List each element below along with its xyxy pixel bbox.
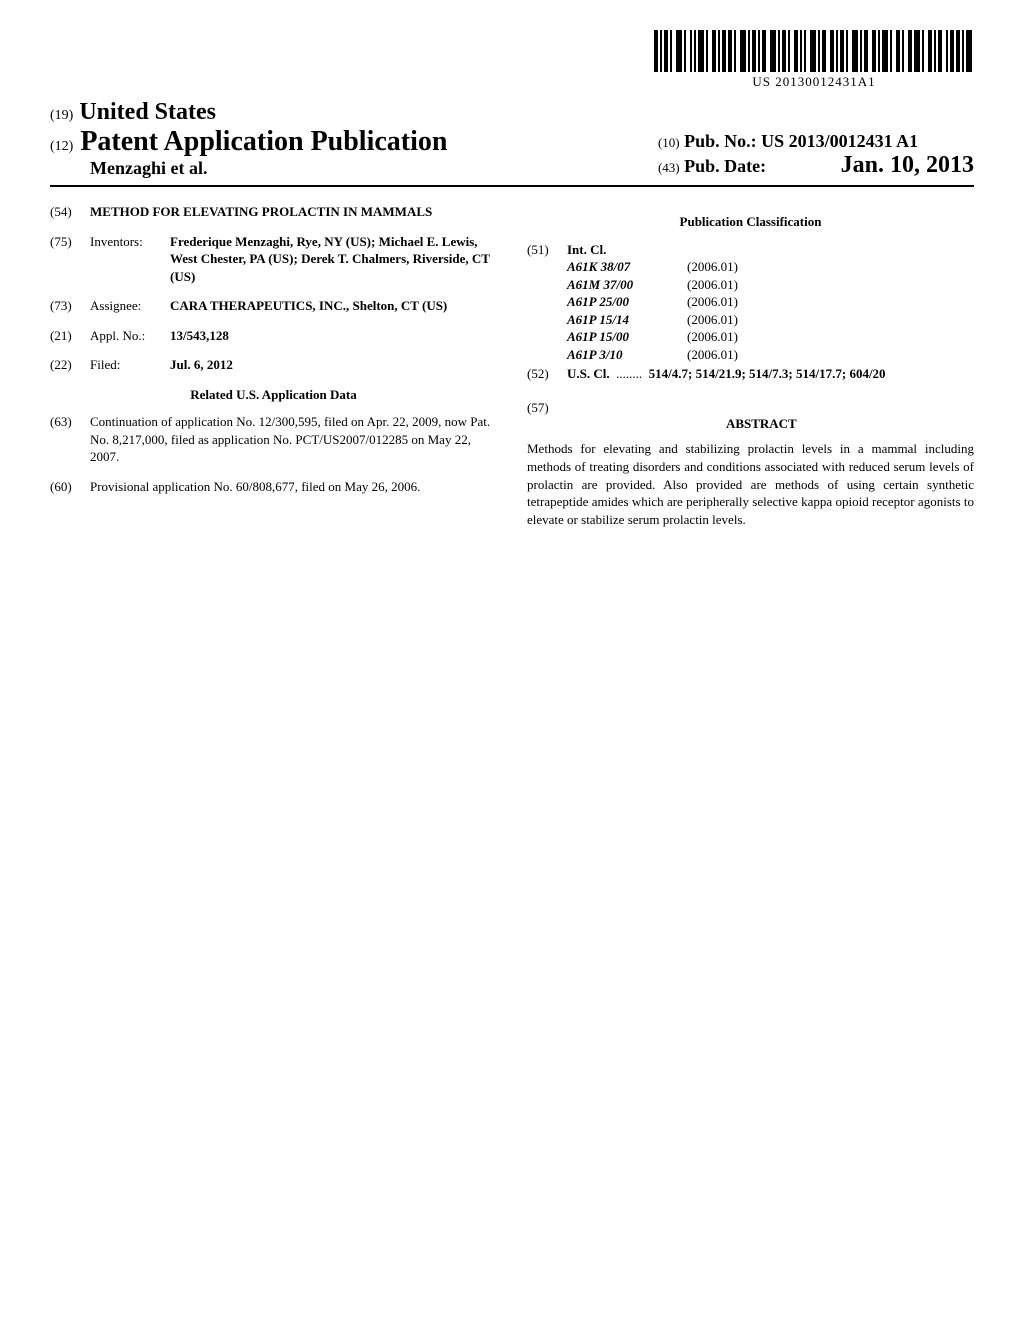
intcl-version: (2006.01) [687, 293, 807, 311]
uscl-value: ; 604/20 [842, 366, 886, 381]
columns: (54) METHOD FOR ELEVATING PROLACTIN IN M… [50, 203, 974, 528]
pubno-code: (10) [658, 135, 680, 150]
inventors-code: (75) [50, 233, 90, 286]
filed: Jul. 6, 2012 [170, 356, 497, 374]
intcl-row: A61P 3/10(2006.01) [567, 346, 974, 364]
left-column: (54) METHOD FOR ELEVATING PROLACTIN IN M… [50, 203, 497, 528]
intcl-class: A61P 3/10 [567, 346, 687, 364]
pub-type: Patent Application Publication [80, 126, 447, 157]
inventors-label: Inventors: [90, 233, 170, 286]
classification-heading: Publication Classification [527, 213, 974, 231]
abstract-header: (57) ABSTRACT [527, 399, 974, 441]
pubno-label: Pub. No.: [684, 131, 757, 151]
related-heading: Related U.S. Application Data [50, 386, 497, 404]
assignee-code: (73) [50, 297, 90, 315]
intcl-class: A61K 38/07 [567, 258, 687, 276]
uscl-values: 514/4.7; 514/21.9; 514/7.3; 514/17.7; 60… [649, 366, 886, 381]
intcl-label-text: Int. Cl. [567, 242, 606, 257]
intcl-row: A61P 25/00(2006.01) [567, 293, 974, 311]
authors-line: Menzaghi et al. [50, 158, 447, 179]
assignee-text: CARA THERAPEUTICS, INC., Shelton, CT (US… [170, 298, 447, 313]
intcl-row: A61K 38/07(2006.01) [567, 258, 974, 276]
top-header: (19) United States (12) Patent Applicati… [50, 99, 974, 179]
intcl-label: Int. Cl. [567, 241, 974, 259]
title-field: (54) METHOD FOR ELEVATING PROLACTIN IN M… [50, 203, 497, 221]
divider [50, 185, 974, 187]
intcl-row: A61M 37/00(2006.01) [567, 276, 974, 294]
assignee-label: Assignee: [90, 297, 170, 315]
intcl-class: A61P 25/00 [567, 293, 687, 311]
continuation: Continuation of application No. 12/300,5… [90, 413, 497, 466]
abstract-code: (57) [527, 399, 549, 441]
applno-field: (21) Appl. No.: 13/543,128 [50, 327, 497, 345]
applno: 13/543,128 [170, 327, 497, 345]
uscl-value: ; 514/7.3 [741, 366, 788, 381]
applno-label: Appl. No.: [90, 327, 170, 345]
pubno: US 2013/0012431 A1 [761, 131, 918, 151]
abstract-heading: ABSTRACT [549, 415, 974, 433]
barcode: US 20130012431A1 [654, 30, 974, 90]
filed-text: Jul. 6, 2012 [170, 357, 233, 372]
abstract-body: Methods for elevating and stabilizing pr… [527, 440, 974, 528]
inventors-field: (75) Inventors: Frederique Menzaghi, Rye… [50, 233, 497, 286]
filed-label: Filed: [90, 356, 170, 374]
provisional-code: (60) [50, 478, 90, 496]
filed-code: (22) [50, 356, 90, 374]
intcl-field: (51) Int. Cl. A61K 38/07(2006.01)A61M 37… [527, 241, 974, 364]
pubdate-code: (43) [658, 160, 680, 175]
right-column: Publication Classification (51) Int. Cl.… [527, 203, 974, 528]
continuation-code: (63) [50, 413, 90, 466]
filed-field: (22) Filed: Jul. 6, 2012 [50, 356, 497, 374]
continuation-field: (63) Continuation of application No. 12/… [50, 413, 497, 466]
left-header: (19) United States (12) Patent Applicati… [50, 99, 974, 179]
uscl-body: U.S. Cl. ........ 514/4.7; 514/21.9; 514… [567, 365, 974, 383]
intcl-version: (2006.01) [687, 258, 807, 276]
applno-code: (21) [50, 327, 90, 345]
inventors: Frederique Menzaghi, Rye, NY (US); Micha… [170, 233, 497, 286]
intcl-version: (2006.01) [687, 276, 807, 294]
intcl-row: A61P 15/00(2006.01) [567, 328, 974, 346]
inventors-text: Frederique Menzaghi, Rye, NY (US); Micha… [170, 234, 490, 284]
uscl-code: (52) [527, 365, 567, 383]
intcl-class: A61M 37/00 [567, 276, 687, 294]
uscl-field: (52) U.S. Cl. ........ 514/4.7; 514/21.9… [527, 365, 974, 383]
uscl-value: ; 514/17.7 [788, 366, 841, 381]
provisional-field: (60) Provisional application No. 60/808,… [50, 478, 497, 496]
intcl-row: A61P 15/14(2006.01) [567, 311, 974, 329]
barcode-text: US 20130012431A1 [654, 74, 974, 90]
assignee: CARA THERAPEUTICS, INC., Shelton, CT (US… [170, 297, 497, 315]
provisional: Provisional application No. 60/808,677, … [90, 478, 497, 496]
title: METHOD FOR ELEVATING PROLACTIN IN MAMMAL… [90, 203, 497, 221]
barcode-svg [654, 30, 974, 72]
country: United States [79, 99, 216, 125]
intcl-version: (2006.01) [687, 328, 807, 346]
intcl-class: A61P 15/14 [567, 311, 687, 329]
applno-text: 13/543,128 [170, 328, 229, 343]
pubdate-label: Pub. Date: [684, 156, 766, 176]
intcl-list: A61K 38/07(2006.01)A61M 37/00(2006.01)A6… [567, 258, 974, 363]
country-code: (19) [50, 108, 73, 123]
uscl-dots: ........ [616, 366, 642, 381]
intcl-version: (2006.01) [687, 311, 807, 329]
uscl-value: 514/4.7 [649, 366, 688, 381]
intcl-class: A61P 15/00 [567, 328, 687, 346]
barcode-area: US 20130012431A1 [50, 30, 974, 91]
right-header: (10) Pub. No.: US 2013/0012431 A1 (43) P… [658, 131, 974, 179]
uscl-value: ; 514/21.9 [688, 366, 741, 381]
uscl-label: U.S. Cl. [567, 366, 610, 381]
assignee-field: (73) Assignee: CARA THERAPEUTICS, INC., … [50, 297, 497, 315]
pubdate: Jan. 10, 2013 [841, 152, 974, 178]
intcl-code: (51) [527, 241, 567, 364]
pub-type-code: (12) [50, 139, 73, 154]
title-code: (54) [50, 203, 90, 221]
intcl-version: (2006.01) [687, 346, 807, 364]
